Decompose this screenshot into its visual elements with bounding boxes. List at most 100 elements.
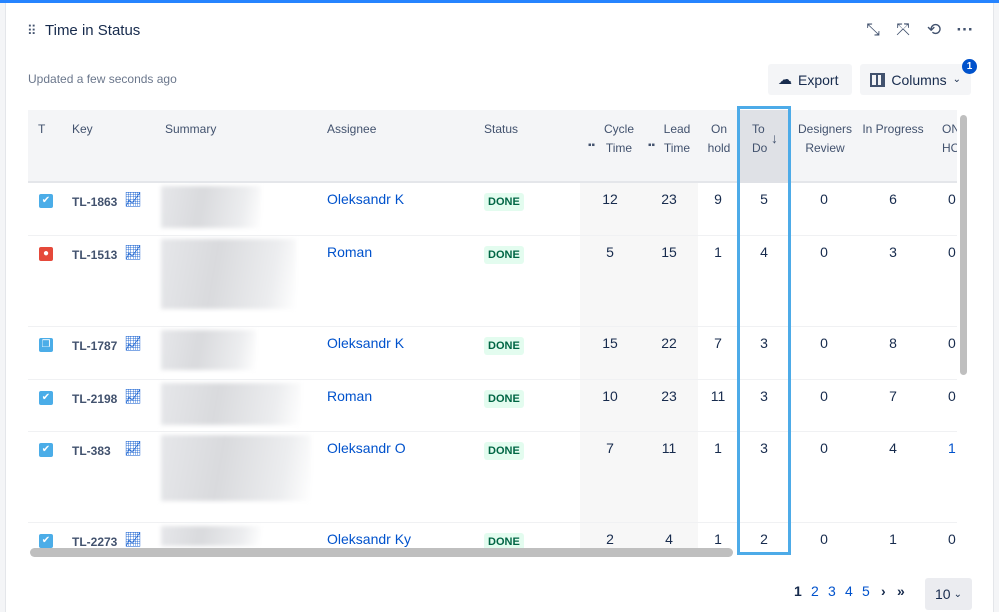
onhold-value: 1 [714, 440, 722, 456]
lead-value: 23 [661, 191, 677, 207]
col-assignee[interactable]: Assignee [327, 122, 377, 136]
sort-desc-icon[interactable]: ↓ [771, 130, 778, 146]
col-summary[interactable]: Summary [165, 122, 217, 136]
page-link[interactable]: 5 [862, 583, 870, 599]
assignee-link[interactable]: Oleksandr Ky [327, 531, 412, 547]
page-link[interactable]: 3 [828, 583, 836, 599]
issue-key[interactable]: TL-2198 [72, 392, 118, 406]
cycle-value: 2 [606, 531, 614, 547]
onhold2-value: 0 [948, 531, 956, 547]
chart-icon[interactable]: 📈︎ [124, 388, 142, 404]
cycle-value: 12 [602, 191, 618, 207]
cycle-value: 7 [606, 440, 614, 456]
issue-key[interactable]: TL-1787 [72, 339, 118, 353]
assignee-link[interactable]: Oleksandr O [327, 440, 406, 456]
export-button[interactable]: ☁ Export [768, 64, 852, 95]
status-badge: DONE [484, 442, 524, 460]
minimize-icon[interactable]: ⤡ [866, 20, 880, 39]
status-badge: DONE [484, 193, 524, 211]
summary-redacted [161, 383, 301, 425]
page-link[interactable]: 4 [845, 583, 853, 599]
table-row[interactable]: ✔ TL-383 📈︎ Oleksandr O DONE 7 11 1 3 0 4 1 [28, 432, 957, 523]
col-to-do-bg [738, 110, 790, 183]
sorted-column-highlight [737, 106, 791, 555]
col-on-hold-2[interactable]: ON HOLD [942, 122, 957, 155]
inprogress-value: 1 [889, 531, 897, 547]
issue-key[interactable]: TL-383 [72, 444, 111, 458]
vertical-scrollbar[interactable] [960, 115, 967, 375]
designers-value: 0 [820, 440, 828, 456]
todo-value: 3 [760, 388, 768, 404]
onhold-value: 1 [714, 531, 722, 547]
chevron-down-icon: ⌄ [953, 588, 962, 600]
table-row[interactable]: ✔ TL-1863 📈︎ Oleksandr K DONE 12 23 9 5 0 6 0 [28, 183, 957, 236]
col-designers-review[interactable]: Designers Review [797, 122, 853, 155]
summary-redacted [161, 239, 296, 309]
chart-icon[interactable]: 📈︎ [124, 191, 142, 207]
col-cycle-time[interactable]: Cycle Time [603, 122, 634, 155]
inprogress-value: 7 [889, 388, 897, 404]
designers-value: 0 [820, 388, 828, 404]
page-size-select[interactable]: 10 ⌄ [925, 578, 972, 610]
table-row[interactable]: ● TL-1513 📈︎ Roman DONE 5 15 1 4 0 3 0 [28, 236, 957, 327]
next-page-icon[interactable]: › [881, 583, 886, 599]
onhold-value: 9 [714, 191, 722, 207]
horizontal-scrollbar[interactable] [30, 548, 733, 557]
onhold2-value: 0 [948, 388, 956, 404]
status-badge: DONE [484, 337, 524, 355]
story-type-icon: ✔ [39, 443, 53, 457]
gadget-title: Time in Status [45, 22, 141, 39]
cycle-value: 15 [602, 335, 618, 351]
page-current[interactable]: 1 [794, 583, 802, 599]
onhold2-value: 0 [948, 244, 956, 260]
assignee-link[interactable]: Roman [327, 388, 373, 404]
issue-key[interactable]: TL-1863 [72, 195, 118, 209]
col-status[interactable]: Status [484, 122, 519, 136]
assignee-link[interactable]: Roman [327, 244, 373, 260]
collapse-icon[interactable]: ⤧ [896, 20, 910, 39]
drag-icon[interactable]: ▪▪ [648, 140, 656, 151]
onhold-value: 7 [714, 335, 722, 351]
table-row[interactable]: ❐ TL-1787 📈︎ Oleksandr K DONE 15 22 7 3 0 8 0 [28, 327, 957, 380]
story-type-icon: ✔ [39, 194, 53, 208]
issue-key[interactable]: TL-1513 [72, 248, 118, 262]
col-on-hold[interactable]: On hold [707, 122, 731, 155]
chart-icon[interactable]: 📈︎ [124, 244, 142, 260]
lead-value: 11 [661, 440, 677, 456]
table-row[interactable]: ✔ TL-2273 📈︎ Oleksandr Ky DONE 2 4 1 2 0 1 0 [28, 523, 957, 550]
col-type[interactable]: T [38, 122, 46, 136]
summary-redacted [161, 186, 261, 228]
designers-value: 0 [820, 191, 828, 207]
time-in-status-table: T Key Summary Assignee Status ▪▪ Cycle T… [28, 110, 957, 550]
col-key[interactable]: Key [72, 122, 93, 136]
col-to-do[interactable]: To Do [752, 122, 768, 155]
summary-redacted [161, 526, 261, 546]
chevron-down-icon: ⌄ [952, 74, 961, 85]
refresh-icon[interactable]: ⟲ [926, 20, 942, 39]
drag-icon[interactable]: ▪▪ [588, 140, 596, 151]
assignee-link[interactable]: Oleksandr K [327, 191, 405, 207]
columns-button[interactable]: Columns ⌄ [860, 64, 971, 95]
onhold2-value: 0 [948, 335, 956, 351]
col-lead-time[interactable]: Lead Time [663, 122, 691, 155]
chart-icon[interactable]: 📈︎ [124, 335, 142, 351]
updated-text: Updated a few seconds ago [28, 72, 177, 86]
assignee-link[interactable]: Oleksandr K [327, 335, 405, 351]
table-row[interactable]: ✔ TL-2198 📈︎ Roman DONE 10 23 11 3 0 7 0 [28, 380, 957, 432]
export-label: Export [798, 71, 839, 88]
drag-handle-icon[interactable]: ⠿ [27, 23, 36, 38]
last-page-icon[interactable]: » [897, 583, 905, 599]
chart-icon[interactable]: 📈︎ [124, 440, 142, 456]
bug-type-icon: ● [39, 247, 53, 261]
issue-key[interactable]: TL-2273 [72, 535, 118, 549]
page-size-value: 10 [935, 586, 951, 602]
status-badge: DONE [484, 533, 524, 550]
more-icon[interactable]: ··· [956, 20, 974, 39]
page-link[interactable]: 2 [811, 583, 819, 599]
inprogress-value: 4 [889, 440, 897, 456]
col-in-progress[interactable]: In Progress [862, 122, 924, 136]
summary-redacted [161, 435, 311, 501]
lead-value: 4 [665, 531, 673, 547]
chart-icon[interactable]: 📈︎ [124, 531, 142, 547]
top-accent-bar [0, 0, 999, 3]
